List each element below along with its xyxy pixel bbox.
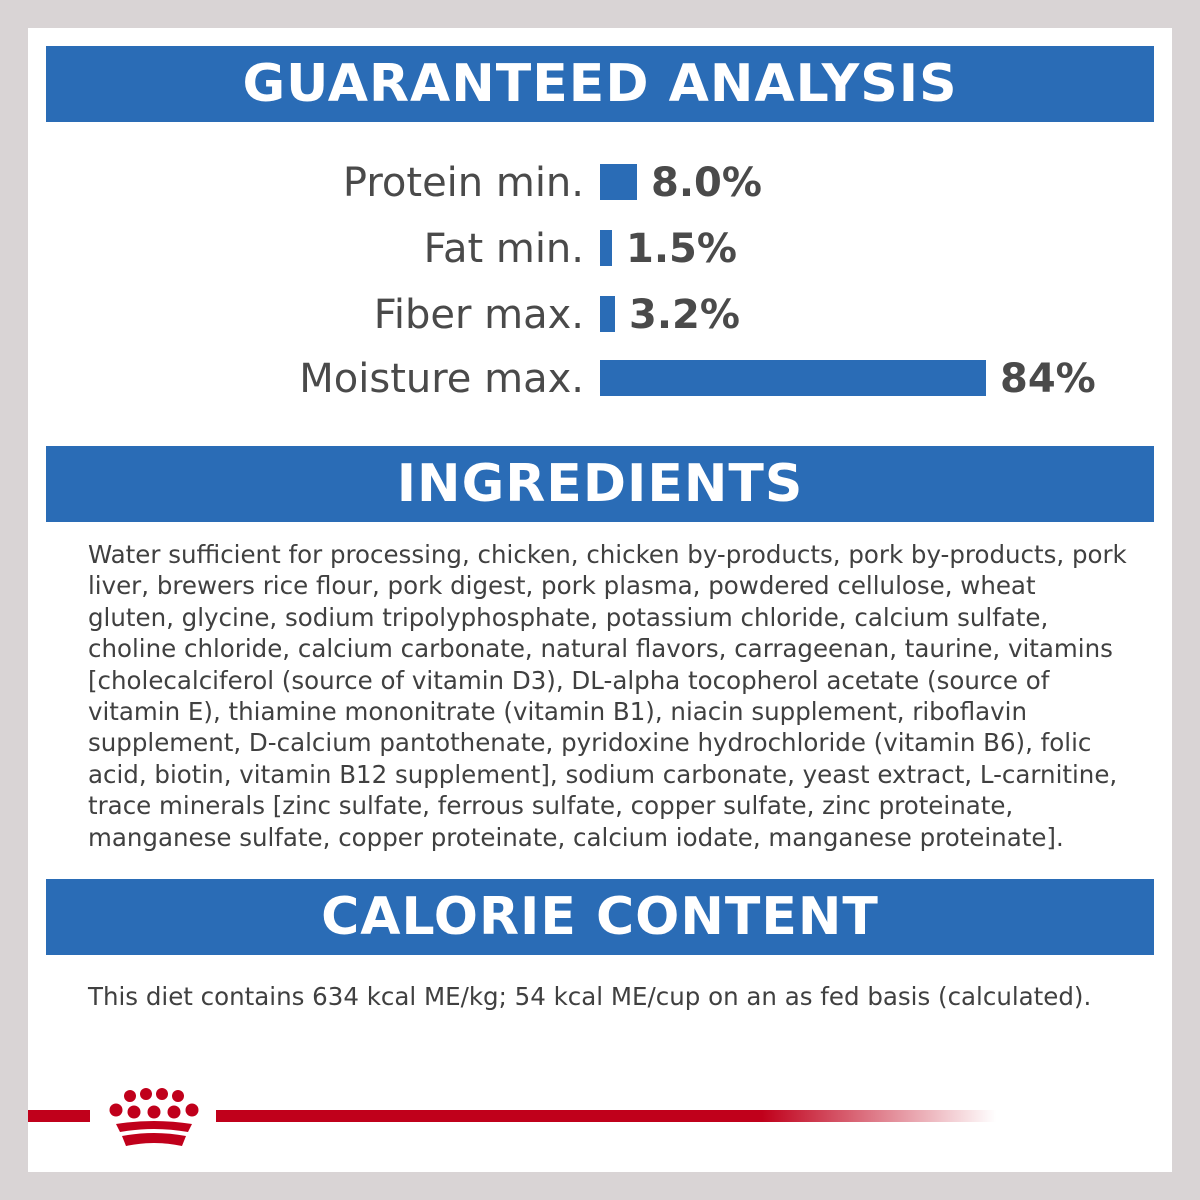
calorie-title: CALORIE CONTENT: [321, 887, 879, 947]
brand-line-left: [28, 1110, 90, 1122]
product-info-card: GUARANTEED ANALYSIS Protein min. 8.0% Fa…: [28, 28, 1172, 1172]
calorie-header: CALORIE CONTENT: [46, 879, 1154, 955]
analysis-row-moisture: Moisture max. 84%: [28, 354, 1172, 404]
analysis-value: 84%: [1000, 356, 1096, 402]
analysis-value: 8.0%: [651, 160, 762, 206]
crown-icon: [109, 1088, 199, 1146]
calorie-text: This diet contains 634 kcal ME/kg; 54 kc…: [88, 982, 1092, 1011]
analysis-header: GUARANTEED ANALYSIS: [46, 46, 1154, 122]
analysis-value: 1.5%: [626, 226, 737, 272]
analysis-label: Fiber max.: [373, 292, 584, 338]
brand-footer: [28, 1088, 1172, 1158]
ingredients-text: Water sufficient for processing, chicken…: [88, 540, 1127, 852]
brand-line-right: [216, 1110, 996, 1122]
analysis-bar: [600, 360, 986, 396]
analysis-row-protein: Protein min. 8.0%: [28, 158, 1172, 208]
analysis-label: Moisture max.: [299, 356, 584, 402]
analysis-label: Fat min.: [423, 226, 584, 272]
analysis-row-fat: Fat min. 1.5%: [28, 224, 1172, 274]
analysis-label: Protein min.: [342, 160, 584, 206]
ingredients-header: INGREDIENTS: [46, 446, 1154, 522]
analysis-row-fiber: Fiber max. 3.2%: [28, 290, 1172, 340]
analysis-bar: [600, 164, 637, 200]
analysis-value: 3.2%: [629, 292, 740, 338]
analysis-bar: [600, 296, 615, 332]
analysis-bar: [600, 230, 612, 266]
analysis-title: GUARANTEED ANALYSIS: [242, 54, 958, 114]
ingredients-title: INGREDIENTS: [396, 454, 804, 514]
